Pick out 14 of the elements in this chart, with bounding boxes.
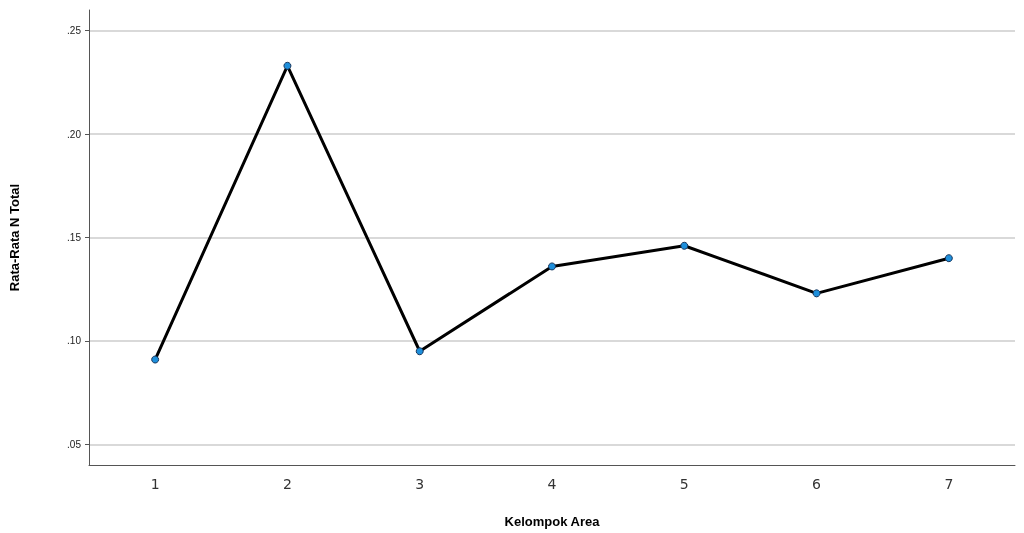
y-axis-title: Rata-Rata N Total: [7, 183, 22, 292]
x-tick-label: 1: [150, 476, 160, 492]
x-tick-label: 6: [812, 476, 822, 492]
x-tick-label: 4: [547, 476, 557, 492]
x-tick-label: 7: [944, 476, 954, 492]
x-tick-label: 5: [679, 476, 689, 492]
y-tick-label: .10: [67, 335, 82, 347]
y-tick-label: .25: [67, 25, 82, 37]
x-axis-title: Kelompok Area: [504, 514, 601, 529]
y-tick-label: .20: [67, 128, 82, 140]
y-tick-label: .05: [67, 438, 82, 450]
x-tick-label: 2: [282, 476, 292, 492]
x-tick-label: 3: [415, 476, 425, 492]
y-tick-label: .15: [67, 232, 82, 243]
